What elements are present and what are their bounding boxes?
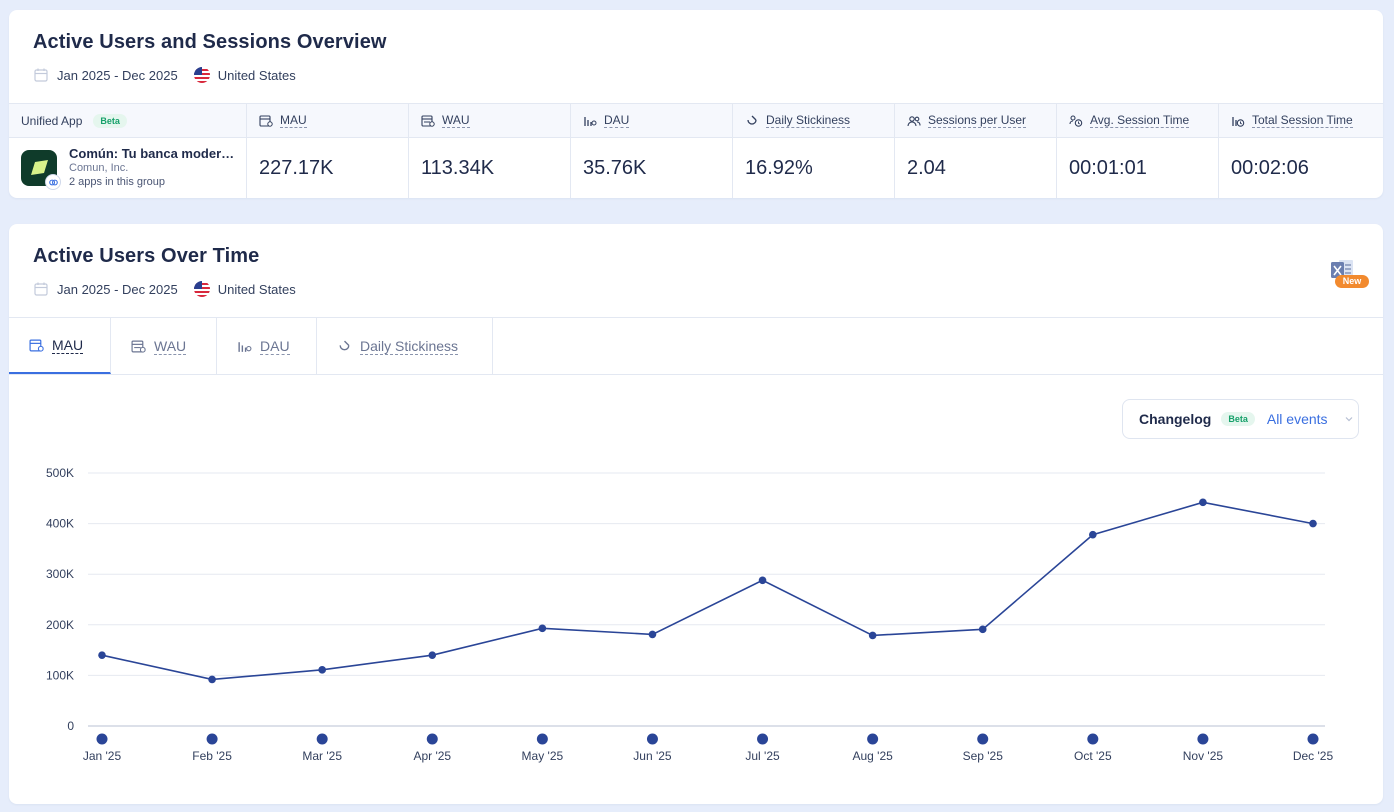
header-total-session[interactable]: Total Session Time [1219,104,1379,137]
header-unified-app: Unified App Beta [9,104,247,137]
sessions-per-user-value: 2.04 [895,138,1057,198]
bar-chart-user-icon [238,341,252,352]
magnet-icon [747,115,757,125]
header-wau-label: WAU [442,113,470,128]
calendar-icon [34,68,48,82]
tab-wau[interactable]: WAU [111,318,217,374]
calendar-week-icon [421,114,435,127]
header-dau-label: DAU [604,113,630,128]
header-stickiness[interactable]: Daily Stickiness [733,104,895,137]
beta-badge: Beta [93,113,127,128]
tab-dau[interactable]: DAU [217,318,317,374]
excel-icon [1331,260,1369,288]
chart-card: Active Users Over Time Jan 2025 - Dec 20… [9,224,1383,804]
new-badge: New [1342,276,1362,286]
us-flag-icon [193,67,210,83]
app-cell[interactable]: Común: Tu banca moder… Comun, Inc. 2 app… [9,138,247,198]
tab-daily-stickiness[interactable]: Daily Stickiness [317,318,493,374]
header-avg-session-label: Avg. Session Time [1090,113,1190,128]
stickiness-value: 16.92% [733,138,895,198]
total-session-value: 00:02:06 [1231,156,1309,179]
date-range: Jan 2025 - Dec 2025 [57,67,178,83]
bar-chart-user-icon [584,116,597,126]
header-sessions-per-user-label: Sessions per User [928,113,1027,128]
header-avg-session[interactable]: Avg. Session Time [1057,104,1219,137]
header-sessions-per-user[interactable]: Sessions per User [895,104,1057,137]
metric-tabs: MAU WAU DAU Daily Stickiness [9,317,1383,375]
overview-meta: Jan 2025 - Dec 2025 United States [33,67,296,83]
header-stickiness-label: Daily Stickiness [766,113,851,128]
overview-title: Active Users and Sessions Overview [33,31,387,53]
overview-card: Active Users and Sessions Overview Jan 2… [9,10,1383,198]
app-logo-mark-icon [31,160,48,175]
country: United States [217,67,296,83]
user-clock-icon [1069,114,1083,127]
app-company: Comun, Inc. [69,162,129,174]
calendar-user-icon [29,339,44,352]
tab-daily-stickiness-label: Daily Stickiness [360,337,459,355]
app-name[interactable]: Común: Tu banca moder… [69,146,235,161]
overview-table-row: Común: Tu banca moder… Comun, Inc. 2 app… [9,138,1383,198]
overview-table: Unified App Beta MAU WAU DAU Daily Stick… [9,103,1383,198]
group-link-icon [45,174,61,190]
chart-country: United States [217,281,296,297]
users-icon [907,115,921,126]
app-logo [21,150,61,190]
chart-clock-icon [1232,116,1245,127]
app-group-count: 2 apps in this group [69,176,166,188]
dau-value: 35.76K [571,138,733,198]
tab-wau-label: WAU [154,337,187,355]
app-info: Común: Tu banca moder… Comun, Inc. 2 app… [69,147,234,189]
tab-dau-label: DAU [260,337,290,355]
avg-session-value: 00:01:01 [1057,138,1219,198]
overview-table-header: Unified App Beta MAU WAU DAU Daily Stick… [9,104,1383,138]
changelog-dropdown[interactable]: Changelog Beta All events [1122,399,1359,439]
chart-date-range: Jan 2025 - Dec 2025 [57,281,178,297]
tab-mau-label: MAU [52,336,84,354]
us-flag-icon [193,281,210,297]
changelog-selected-value: All events [1266,411,1328,427]
chart-meta: Jan 2025 - Dec 2025 United States [33,281,296,297]
wau-value: 113.34K [409,138,571,198]
calendar-user-icon [259,114,273,127]
header-dau[interactable]: DAU [571,104,733,137]
header-mau-label: MAU [280,113,307,128]
header-mau[interactable]: MAU [247,104,409,137]
excel-export-button[interactable]: New [1327,258,1369,292]
calendar-week-icon [131,340,146,353]
magnet-icon [339,340,350,350]
changelog-label: Changelog [1139,411,1212,427]
calendar-icon [34,282,48,296]
chart-title: Active Users Over Time [33,245,260,267]
tab-mau[interactable]: MAU [9,318,111,374]
header-unified-app-label: Unified App [21,113,83,128]
header-total-session-label: Total Session Time [1252,113,1353,128]
mau-value: 227.17K [247,138,409,198]
header-wau[interactable]: WAU [409,104,571,137]
chevron-down-icon [1345,417,1352,422]
changelog-beta-badge: Beta [1221,412,1255,426]
